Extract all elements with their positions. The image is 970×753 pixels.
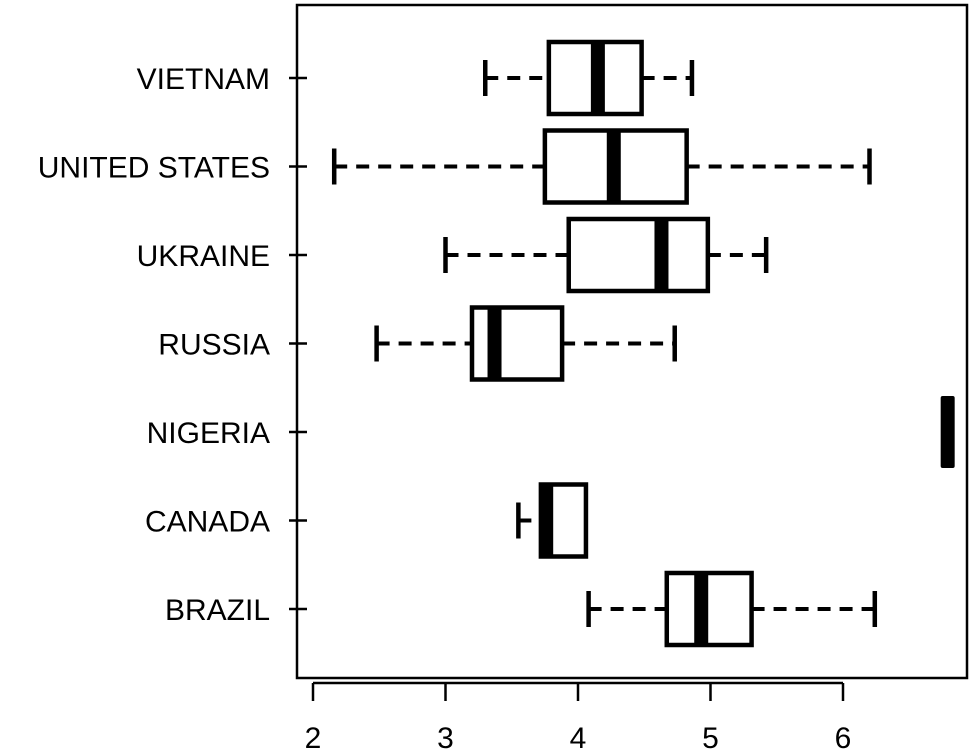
median-line [606,130,621,203]
median-line [654,219,669,291]
y-category-label: NIGERIA [147,417,270,450]
y-category-label: CANADA [145,506,270,539]
boxes-layer [331,39,955,648]
y-category-label: RUSSIA [158,329,270,362]
box-iqr [469,305,565,382]
y-category-label: VIETNAM [137,63,270,96]
median-line [940,396,955,468]
x-tick-label: 2 [305,722,322,753]
box-nigeria [940,396,955,468]
box-russia [374,305,677,382]
y-category-label: BRAZIL [165,594,270,627]
x-tick-label: 4 [570,722,587,753]
y-category-label: UNITED STATES [38,152,270,185]
box-iqr [566,216,711,294]
median-line [487,307,502,380]
median-line [539,484,554,557]
box-united-states [331,128,872,205]
x-axis: 2 3 4 5 6 [305,681,852,753]
median-line [694,573,709,645]
y-category-label: UKRAINE [137,240,270,273]
median-line [590,42,605,114]
x-tick-label: 5 [702,722,719,753]
box-vietnam [483,39,695,117]
box-brazil [586,570,878,648]
x-tick-label: 3 [437,722,454,753]
x-tick-label: 6 [835,722,852,753]
y-axis: VIETNAM UNITED STATES UKRAINE RUSSIA NIGERIA… [38,63,307,627]
plot-area-frame [295,3,969,680]
box-ukraine [443,216,769,294]
box-canada [516,482,589,559]
box-iqr [664,570,754,648]
